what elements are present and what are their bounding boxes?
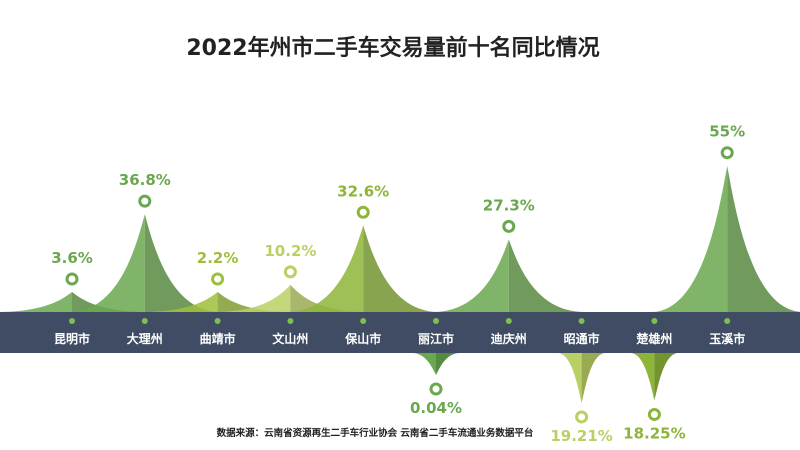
- category-label-city-1: 昆明市: [54, 331, 90, 346]
- band-dot-city-7: [505, 318, 512, 324]
- category-label-city-10: 玉溪市: [709, 331, 745, 346]
- band-dot-city-1: [69, 318, 75, 324]
- value-label-city-2: 36.8%: [119, 171, 171, 189]
- band-dot-city-10: [724, 318, 731, 324]
- value-label-city-8: 19.21%: [550, 427, 612, 445]
- growth-peak-right-city-2: [144, 214, 221, 312]
- growth-peak-left-city-1: [0, 292, 72, 312]
- value-marker-city-3: [211, 272, 225, 286]
- category-label-city-3: 曲靖市: [200, 331, 236, 346]
- category-label-city-7: 迪庆州: [491, 331, 527, 346]
- peak-layer: [0, 165, 800, 403]
- category-label-city-2: 大理州: [127, 331, 163, 346]
- chart-title: 2022年州市二手车交易量前十名同比情况: [186, 35, 599, 61]
- decline-peak-right-city-8: [581, 353, 606, 403]
- value-marker-city-5: [356, 205, 370, 219]
- band-dot-city-2: [141, 318, 148, 324]
- data-source-note: 数据来源：云南省资源再生二手车行业协会 云南省二手车流通业务数据平台: [216, 427, 534, 439]
- decline-peak-right-city-9: [654, 353, 679, 401]
- value-marker-city-9: [647, 407, 661, 421]
- growth-peak-left-city-2: [68, 214, 145, 312]
- category-label-city-9: 楚雄州: [635, 331, 672, 346]
- growth-peak-left-city-4: [214, 284, 291, 312]
- value-marker-city-10: [720, 146, 734, 160]
- band-dot-city-5: [360, 318, 367, 324]
- value-label-city-5: 32.6%: [337, 182, 389, 200]
- value-label-city-9: 18.25%: [623, 424, 685, 442]
- growth-peak-right-city-3: [217, 292, 294, 312]
- value-marker-city-7: [502, 219, 516, 233]
- value-label-city-7: 27.3%: [483, 196, 535, 214]
- growth-peak-right-city-7: [508, 239, 585, 312]
- growth-peak-left-city-3: [141, 292, 218, 312]
- band-dot-city-8: [578, 318, 585, 324]
- band-dot-city-6: [433, 318, 439, 324]
- band-dot-city-9: [651, 318, 658, 324]
- decline-peak-right-city-6: [436, 353, 460, 375]
- value-label-city-6: 0.04%: [410, 399, 462, 417]
- category-label-layer: 昆明市 大理州 曲靖市 文山州 保山市 丽江市 迪庆州 昭通市 楚雄州 玉溪市: [54, 331, 745, 346]
- decline-peak-left-city-6: [412, 353, 436, 375]
- growth-peak-right-city-5: [363, 225, 440, 312]
- growth-peak-left-city-7: [432, 239, 509, 312]
- band-dot-layer: [69, 318, 731, 324]
- growth-peak-right-city-10: [727, 165, 800, 312]
- value-marker-city-8: [575, 410, 589, 424]
- category-label-city-8: 昭通市: [564, 331, 600, 346]
- value-label-layer: 3.6% 36.8% 2.2% 10.2% 32.6% 0.04% 27.3% 19.21% 1…: [51, 123, 745, 445]
- value-label-city-1: 3.6%: [51, 249, 93, 267]
- band-dot-city-3: [214, 318, 221, 324]
- category-label-city-5: 保山市: [344, 331, 381, 346]
- decline-peak-left-city-8: [557, 353, 582, 403]
- value-marker-city-6: [429, 382, 443, 396]
- value-marker-city-4: [283, 265, 297, 279]
- growth-peak-right-city-1: [72, 292, 148, 312]
- band-dot-city-4: [287, 318, 294, 324]
- value-marker-city-1: [65, 272, 79, 286]
- decline-peak-left-city-9: [630, 353, 655, 401]
- category-band: [0, 312, 800, 353]
- growth-peak-left-city-5: [287, 225, 364, 312]
- growth-peak-left-city-10: [651, 165, 728, 312]
- value-label-city-4: 10.2%: [264, 242, 316, 260]
- category-label-city-6: 丽江市: [418, 331, 454, 346]
- value-marker-layer: [65, 146, 734, 424]
- category-label-city-4: 文山州: [272, 331, 308, 346]
- growth-peak-right-city-4: [290, 284, 367, 312]
- value-label-city-10: 55%: [709, 123, 745, 141]
- value-label-city-3: 2.2%: [197, 249, 239, 267]
- value-marker-city-2: [138, 194, 152, 208]
